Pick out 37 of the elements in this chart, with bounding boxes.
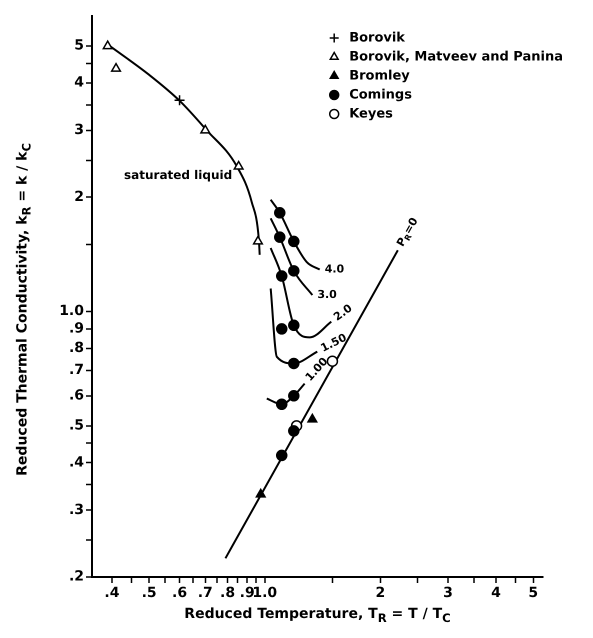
x-tick-label: 2 xyxy=(376,585,386,602)
x-tick-label: 3 xyxy=(443,585,453,602)
y-tick-label: .5 xyxy=(68,418,84,434)
y-tick-label: .3 xyxy=(68,502,84,518)
x-tick-label: .9 xyxy=(240,585,255,602)
y-tick-label: .2 xyxy=(68,568,84,585)
legend-label: Bromley xyxy=(349,68,410,84)
y-tick-label: 2 xyxy=(74,188,84,205)
x-axis-title: Reduced Temperature, T$_{R}$ = T / T$_{C}$ xyxy=(183,606,452,625)
series-label: 3.0 xyxy=(317,288,338,301)
legend-label: Keyes xyxy=(349,106,394,122)
legend-label: Comings xyxy=(349,87,412,102)
annotation: saturated liquid xyxy=(124,168,232,182)
x-tick-label: .5 xyxy=(142,585,157,602)
text: PR=0 xyxy=(394,214,421,249)
legend-label: Borovik, Matveev and Panina xyxy=(349,49,564,64)
y-tick-label: 5 xyxy=(74,38,84,54)
x-tick-label: .6 xyxy=(172,585,188,602)
y-tick-label: .6 xyxy=(68,387,84,404)
x-tick-label: 5 xyxy=(528,585,538,602)
line-series xyxy=(270,217,314,296)
y-tick-label: 4 xyxy=(74,74,84,91)
x-tick-label: .7 xyxy=(198,585,213,602)
y-tick-label: .4 xyxy=(68,454,84,470)
x-tick-label: 4 xyxy=(491,585,502,602)
y-tick-label: .8 xyxy=(68,340,84,356)
series-label: 4.0 xyxy=(324,262,345,276)
legend-label: Borovik xyxy=(349,30,406,46)
y-tick-label: .7 xyxy=(68,362,84,378)
line-series xyxy=(270,198,321,271)
text: 1.50 xyxy=(318,330,349,355)
x-tick-label: .4 xyxy=(104,585,120,602)
x-tick-label: .8 xyxy=(220,585,236,602)
y-tick-label: .9 xyxy=(68,320,84,337)
text: 2.0 xyxy=(331,301,355,324)
y-tick-label: 1.0 xyxy=(59,303,84,320)
y-tick-label: 3 xyxy=(74,122,84,138)
